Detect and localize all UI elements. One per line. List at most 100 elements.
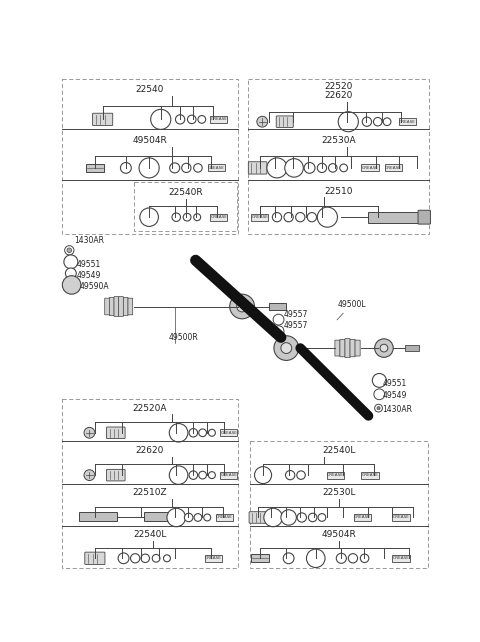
Text: 49557: 49557 bbox=[283, 311, 308, 320]
FancyBboxPatch shape bbox=[355, 340, 360, 356]
Circle shape bbox=[307, 213, 316, 221]
Text: GREASE: GREASE bbox=[220, 431, 238, 435]
Text: GREASE: GREASE bbox=[220, 473, 238, 477]
Circle shape bbox=[375, 404, 383, 412]
Circle shape bbox=[267, 158, 287, 178]
Circle shape bbox=[281, 510, 296, 525]
Circle shape bbox=[184, 513, 193, 522]
Circle shape bbox=[264, 508, 282, 526]
Circle shape bbox=[140, 208, 158, 227]
Text: 22620: 22620 bbox=[136, 446, 164, 455]
Circle shape bbox=[237, 301, 248, 312]
FancyBboxPatch shape bbox=[361, 164, 379, 171]
FancyBboxPatch shape bbox=[252, 214, 268, 221]
Text: GREASE: GREASE bbox=[252, 215, 268, 219]
Circle shape bbox=[84, 428, 95, 438]
FancyBboxPatch shape bbox=[208, 164, 225, 171]
Circle shape bbox=[194, 164, 202, 172]
Text: GREASE: GREASE bbox=[361, 473, 378, 477]
FancyBboxPatch shape bbox=[128, 298, 132, 315]
FancyBboxPatch shape bbox=[248, 162, 267, 174]
Circle shape bbox=[141, 554, 149, 562]
FancyBboxPatch shape bbox=[385, 164, 402, 171]
Bar bbox=[61, 399, 238, 568]
FancyBboxPatch shape bbox=[393, 514, 409, 521]
FancyBboxPatch shape bbox=[350, 340, 355, 357]
Text: 49551: 49551 bbox=[77, 261, 101, 270]
FancyBboxPatch shape bbox=[220, 472, 238, 478]
Text: 49551: 49551 bbox=[383, 379, 407, 388]
Circle shape bbox=[362, 117, 372, 126]
Circle shape bbox=[164, 555, 170, 562]
Circle shape bbox=[65, 268, 76, 279]
Text: 49557: 49557 bbox=[283, 321, 308, 330]
Circle shape bbox=[374, 389, 385, 400]
Circle shape bbox=[372, 374, 386, 387]
Text: 49500R: 49500R bbox=[168, 333, 198, 342]
Bar bbox=[79, 512, 117, 521]
Circle shape bbox=[317, 207, 337, 227]
FancyBboxPatch shape bbox=[345, 338, 350, 358]
FancyBboxPatch shape bbox=[105, 298, 109, 315]
Circle shape bbox=[285, 159, 303, 177]
Circle shape bbox=[383, 118, 391, 126]
Circle shape bbox=[272, 213, 282, 221]
Text: 1430AR: 1430AR bbox=[383, 405, 412, 414]
Circle shape bbox=[67, 248, 72, 252]
Text: GREASE: GREASE bbox=[361, 166, 378, 170]
Bar bbox=[251, 555, 269, 562]
Text: GREASE: GREASE bbox=[205, 556, 222, 560]
Circle shape bbox=[283, 553, 294, 564]
Circle shape bbox=[181, 163, 191, 173]
Circle shape bbox=[373, 117, 382, 126]
Circle shape bbox=[120, 162, 132, 173]
Circle shape bbox=[167, 508, 186, 526]
FancyBboxPatch shape bbox=[205, 555, 222, 562]
Circle shape bbox=[336, 553, 347, 563]
Circle shape bbox=[306, 549, 325, 568]
FancyBboxPatch shape bbox=[119, 297, 123, 317]
Bar bbox=[269, 302, 286, 310]
Text: GREASE: GREASE bbox=[354, 516, 371, 519]
Text: GREASE: GREASE bbox=[208, 166, 225, 170]
Circle shape bbox=[296, 213, 305, 221]
Text: 22530A: 22530A bbox=[321, 135, 356, 144]
Circle shape bbox=[189, 471, 198, 480]
FancyBboxPatch shape bbox=[399, 118, 416, 125]
FancyBboxPatch shape bbox=[93, 113, 113, 126]
Circle shape bbox=[169, 163, 180, 173]
Circle shape bbox=[328, 164, 337, 172]
FancyBboxPatch shape bbox=[114, 297, 119, 317]
Circle shape bbox=[199, 471, 206, 479]
Text: GREASE: GREASE bbox=[393, 556, 409, 560]
Text: 49504R: 49504R bbox=[322, 530, 356, 539]
Text: 1430AR: 1430AR bbox=[74, 236, 104, 245]
Text: GREASE: GREASE bbox=[385, 166, 402, 170]
Circle shape bbox=[380, 344, 388, 352]
Circle shape bbox=[338, 112, 359, 132]
Text: 22540L: 22540L bbox=[322, 446, 356, 455]
Text: 22510: 22510 bbox=[324, 186, 352, 196]
Circle shape bbox=[176, 115, 185, 124]
Text: GREASE: GREASE bbox=[210, 117, 228, 121]
Circle shape bbox=[230, 294, 254, 319]
Circle shape bbox=[151, 109, 171, 130]
Text: 49590A: 49590A bbox=[79, 282, 109, 291]
Circle shape bbox=[274, 336, 299, 360]
Circle shape bbox=[308, 513, 317, 522]
Circle shape bbox=[183, 213, 191, 221]
Circle shape bbox=[273, 325, 284, 336]
Circle shape bbox=[84, 470, 95, 480]
FancyBboxPatch shape bbox=[340, 340, 345, 357]
Circle shape bbox=[199, 429, 206, 437]
FancyBboxPatch shape bbox=[335, 340, 340, 356]
Text: 49500L: 49500L bbox=[337, 300, 366, 309]
Bar bbox=[405, 345, 419, 351]
Circle shape bbox=[286, 471, 295, 480]
Text: 22540L: 22540L bbox=[133, 530, 167, 539]
Bar bbox=[144, 512, 171, 521]
Circle shape bbox=[254, 467, 272, 483]
Text: GREASE: GREASE bbox=[393, 516, 409, 519]
Text: 22520: 22520 bbox=[324, 82, 352, 91]
Circle shape bbox=[360, 554, 369, 562]
